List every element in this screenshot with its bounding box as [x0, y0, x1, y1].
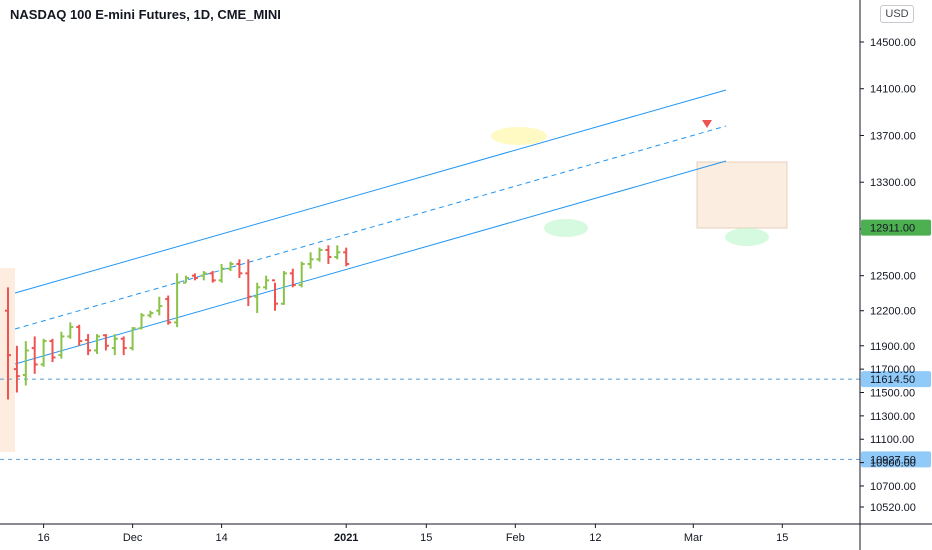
level-price-tag-0 — [861, 371, 931, 388]
ohlc-bar[interactable] — [147, 310, 154, 318]
y-tick-label: 10520.00 — [870, 502, 916, 514]
y-tick-label: 11100.00 — [870, 434, 914, 446]
y-tick-label: 12500.00 — [870, 271, 916, 283]
x-tick-label: 15 — [420, 532, 432, 544]
y-tick-label: 11700.00 — [870, 364, 915, 376]
y-tick-label: 11900.00 — [870, 341, 915, 353]
ohlc-bar[interactable] — [254, 282, 261, 314]
x-tick-label: Feb — [506, 532, 525, 544]
y-tick-label: 11300.00 — [870, 411, 915, 423]
ohlc-bar[interactable] — [343, 247, 350, 267]
ohlc-bar[interactable] — [13, 345, 20, 393]
ohlc-bar[interactable] — [227, 261, 234, 271]
ohlc-bar[interactable] — [94, 334, 100, 354]
x-tick-label: 2021 — [334, 532, 358, 544]
last-price-label: 12911.00 — [870, 223, 915, 235]
y-tick-label: 13300.00 — [870, 177, 916, 189]
ohlc-bar[interactable] — [67, 322, 74, 339]
ohlc-bar[interactable] — [129, 327, 136, 351]
ohlc-bar[interactable] — [334, 245, 341, 260]
y-tick-label: 10700.00 — [870, 481, 916, 493]
y-tick-label: 14500.00 — [870, 37, 916, 49]
ohlc-bar[interactable] — [298, 261, 305, 288]
ohlc-bar[interactable] — [289, 268, 296, 288]
ohlc-bar[interactable] — [280, 270, 287, 305]
x-tick-label: 16 — [37, 532, 49, 544]
y-tick-label: 10900.00 — [870, 458, 916, 470]
ohlc-bar[interactable] — [209, 270, 216, 283]
ohlc-bar[interactable] — [316, 247, 323, 262]
x-tick-label: 15 — [776, 532, 788, 544]
ohlc-bar[interactable] — [245, 259, 252, 307]
highlight-yellow[interactable] — [491, 127, 547, 145]
ohlc-bar[interactable] — [102, 334, 109, 351]
level-price-label-0: 11614.50 — [870, 374, 915, 386]
x-tick-label: 12 — [589, 532, 601, 544]
level-price-tag-1 — [861, 451, 931, 468]
sell-arrow-icon — [702, 120, 712, 128]
ohlc-bar[interactable] — [120, 336, 127, 356]
x-tick-label: Mar — [684, 532, 703, 544]
ohlc-bar[interactable] — [76, 324, 83, 346]
x-tick-label: 14 — [215, 532, 227, 544]
ohlc-bar[interactable] — [58, 331, 65, 359]
ohlc-bar[interactable] — [40, 338, 47, 367]
ohlc-bar[interactable] — [174, 273, 181, 328]
y-tick-label: 14100.00 — [870, 84, 916, 96]
chart-title: NASDAQ 100 E-mini Futures, 1D, CME_MINI — [10, 7, 281, 22]
ohlc-bar[interactable] — [307, 252, 314, 269]
ohlc-bar[interactable] — [191, 273, 198, 281]
level-price-label-1: 10927.50 — [870, 454, 916, 466]
ohlc-bar[interactable] — [183, 275, 189, 284]
ohlc-bar[interactable] — [272, 279, 278, 311]
channel-upper-line[interactable] — [14, 89, 727, 294]
ohlc-bar[interactable] — [85, 334, 92, 356]
channel-median-line[interactable] — [14, 125, 727, 330]
range-box-right[interactable] — [696, 161, 788, 229]
highlight-green-1[interactable] — [544, 219, 588, 237]
ohlc-bar[interactable] — [31, 336, 38, 374]
ohlc-bar[interactable] — [156, 296, 163, 316]
y-tick-label: 12200.00 — [870, 306, 916, 318]
ohlc-bar[interactable] — [5, 287, 11, 400]
ohlc-bar[interactable] — [263, 275, 270, 290]
ohlc-bar[interactable] — [111, 334, 118, 356]
y-tick-label: 13700.00 — [870, 130, 916, 142]
ohlc-bar[interactable] — [138, 313, 145, 330]
ohlc-bar[interactable] — [165, 295, 172, 325]
ohlc-bar[interactable] — [200, 270, 207, 281]
currency-button[interactable]: USD — [880, 5, 914, 23]
x-tick-label: Dec — [123, 532, 143, 544]
ohlc-bar[interactable] — [49, 338, 56, 363]
ohlc-bar[interactable] — [325, 245, 332, 264]
ohlc-bar[interactable] — [22, 341, 29, 386]
ohlc-bar[interactable] — [218, 263, 225, 283]
highlight-green-2[interactable] — [725, 228, 769, 246]
y-tick-label: 11500.00 — [870, 388, 915, 400]
last-price-tag — [861, 219, 931, 236]
ohlc-bar[interactable] — [236, 259, 243, 279]
